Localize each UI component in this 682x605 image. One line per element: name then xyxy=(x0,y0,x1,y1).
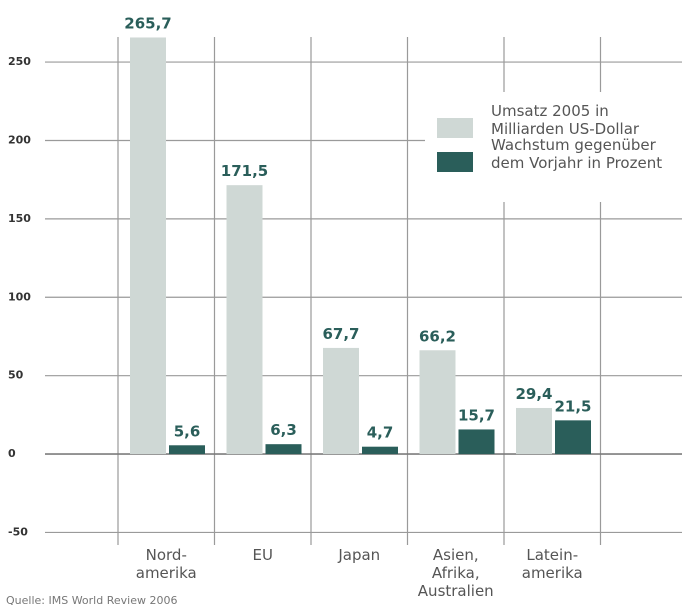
bar xyxy=(458,429,495,455)
bar xyxy=(516,407,552,455)
x-tick-label: Japan xyxy=(337,546,380,564)
x-tick-label: Latein-amerika xyxy=(522,546,583,582)
value-label: 66,2 xyxy=(419,327,456,345)
bar xyxy=(555,420,591,455)
value-label: 5,6 xyxy=(174,422,201,440)
legend-background xyxy=(425,92,682,202)
value-label: 15,7 xyxy=(458,406,495,424)
x-tick-label: Nord-amerika xyxy=(136,546,197,582)
bar xyxy=(323,347,359,455)
y-tick-label: 150 xyxy=(8,212,31,225)
value-label: 67,7 xyxy=(322,324,359,342)
bar xyxy=(226,185,263,455)
bar xyxy=(362,446,398,455)
y-tick-label: 50 xyxy=(8,369,24,382)
bar xyxy=(419,350,456,455)
y-tick-label: 250 xyxy=(8,55,31,68)
value-label: 21,5 xyxy=(554,397,591,415)
legend-label: Umsatz 2005 in Milliarden US-Dollar xyxy=(491,102,640,138)
legend-label: Wachstum gegenüber dem Vorjahr in Prozent xyxy=(491,136,662,172)
source: Quelle: IMS World Review 2006 xyxy=(6,594,177,605)
bar xyxy=(265,444,302,455)
value-label: 4,7 xyxy=(367,423,394,441)
value-label: 171,5 xyxy=(221,162,268,180)
value-label: 265,7 xyxy=(124,14,171,32)
x-tick-label: EU xyxy=(253,546,273,564)
y-tick-label: 100 xyxy=(8,290,31,303)
y-tick-label: 200 xyxy=(8,133,31,146)
value-label: 6,3 xyxy=(270,421,297,439)
value-label: 29,4 xyxy=(515,384,552,402)
y-tick-label: 0 xyxy=(8,447,16,460)
bar xyxy=(130,37,166,455)
legend-swatch xyxy=(437,152,473,172)
y-tick-label: -50 xyxy=(8,525,28,538)
bar xyxy=(169,445,205,455)
x-tick-label: Asien, Afrika, Australien xyxy=(418,546,494,600)
legend-swatch xyxy=(437,118,473,138)
